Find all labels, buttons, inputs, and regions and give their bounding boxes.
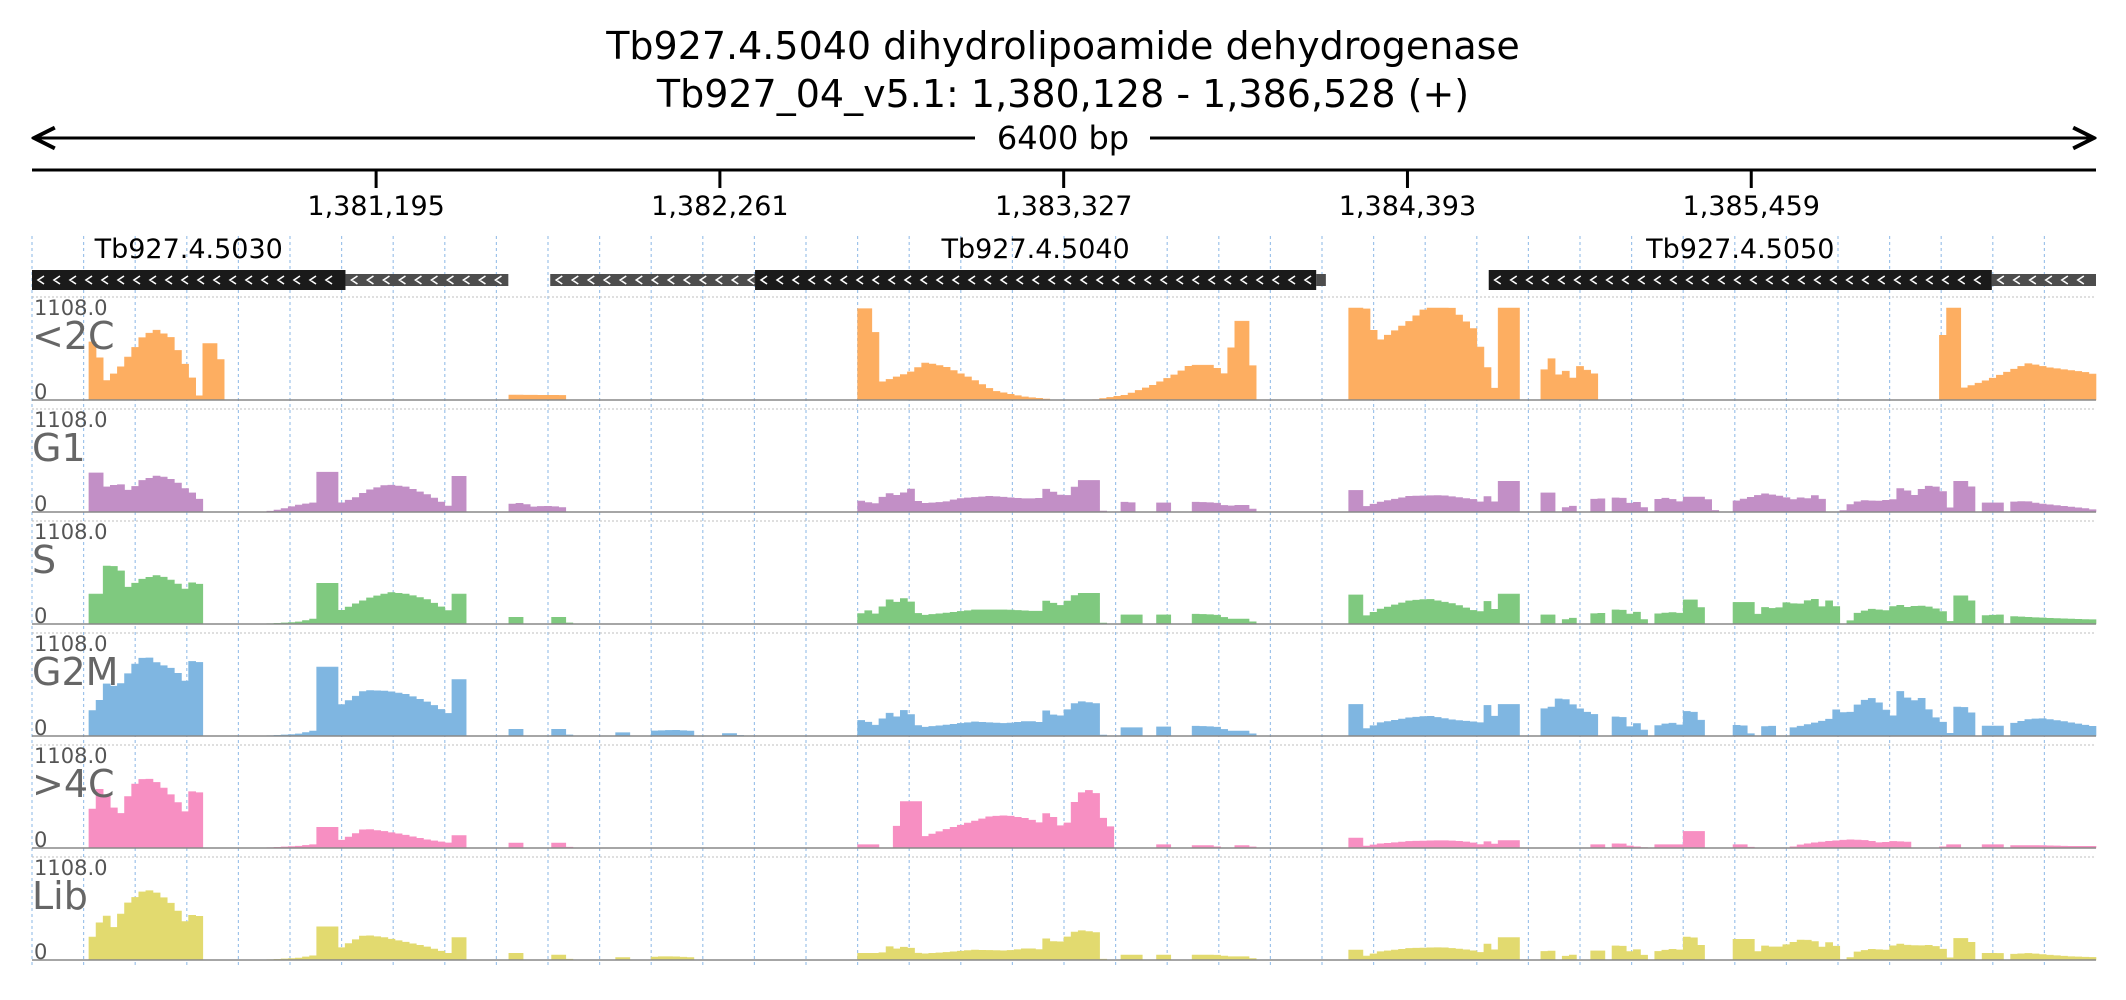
track-0: 1108.0 0 <2C <box>32 296 2097 404</box>
track-scale-max: 1108.0 <box>34 856 107 880</box>
coordinate-ticks: 1,381,195 1,382,261 1,383,327 1,384,393 1,38… <box>307 170 1820 222</box>
track-scale-max: 1108.0 <box>34 408 107 432</box>
track-3: 1108.0 0 G2M <box>32 632 2097 740</box>
strand-chevrons <box>759 275 1312 285</box>
track-scale-min: 0 <box>34 940 47 964</box>
strand-chevrons <box>36 275 333 285</box>
track-scale-max: 1108.0 <box>34 632 107 656</box>
gene-utr <box>1991 274 2096 286</box>
tick-label: 1,384,393 <box>1339 191 1476 222</box>
strand-chevrons <box>350 275 502 285</box>
track-scale-min: 0 <box>34 604 47 628</box>
strand-chevrons <box>1996 275 2085 285</box>
track-name-label: >4C <box>32 762 115 806</box>
span-length-label: 6400 bp <box>997 119 1129 157</box>
track-2: 1108.0 0 S <box>32 520 2097 628</box>
gene-utr <box>1316 274 1326 286</box>
gene-cds <box>755 270 1317 290</box>
track-name-label: G1 <box>32 426 86 470</box>
figure-title-region: Tb927_04_v5.1: 1,380,128 - 1,386,528 (+) <box>656 72 1469 116</box>
track-scale-min: 0 <box>34 716 47 740</box>
track-name-label: <2C <box>32 314 115 358</box>
gene-name-label: Tb927.4.5030 <box>94 234 283 265</box>
tick-label: 1,382,261 <box>651 191 788 222</box>
coverage-area <box>32 890 2097 961</box>
gene-cds <box>32 270 346 290</box>
track-scale-max: 1108.0 <box>34 520 107 544</box>
strand-chevrons <box>1493 275 1982 285</box>
coverage-area <box>32 778 2097 849</box>
track-1: 1108.0 0 G1 <box>32 408 2097 516</box>
gene-name-label: Tb927.4.5050 <box>1645 234 1834 265</box>
gene-utr <box>345 274 509 286</box>
gene-cds <box>1488 270 1992 290</box>
coverage-tracks: 1108.00<2C1108.00G11108.00S1108.00G2M110… <box>32 296 2097 964</box>
track-scale-max: 1108.0 <box>34 744 107 768</box>
track-scale-max: 1108.0 <box>34 296 107 320</box>
track-scale-min: 0 <box>34 380 47 404</box>
track-scale-min: 0 <box>34 492 47 516</box>
track-4: 1108.0 0 >4C <box>32 744 2097 852</box>
tick-label: 1,383,327 <box>995 191 1132 222</box>
figure-title-gene: Tb927.4.5040 dihydrolipoamide dehydrogen… <box>605 24 1520 68</box>
track-5: 1108.0 0 Lib <box>32 856 2097 964</box>
gene-annotation-track: Tb927.4.5030 Tb927.4.5040 Tb927.4.5050 <box>32 234 2096 290</box>
track-name-label: Lib <box>32 874 88 918</box>
track-scale-min: 0 <box>34 828 47 852</box>
tick-label: 1,381,195 <box>307 191 444 222</box>
gene-name-label: Tb927.4.5040 <box>941 234 1130 265</box>
tick-label: 1,385,459 <box>1683 191 1820 222</box>
strand-chevrons <box>554 275 755 285</box>
track-name-label: S <box>32 538 56 582</box>
track-name-label: G2M <box>32 650 118 694</box>
